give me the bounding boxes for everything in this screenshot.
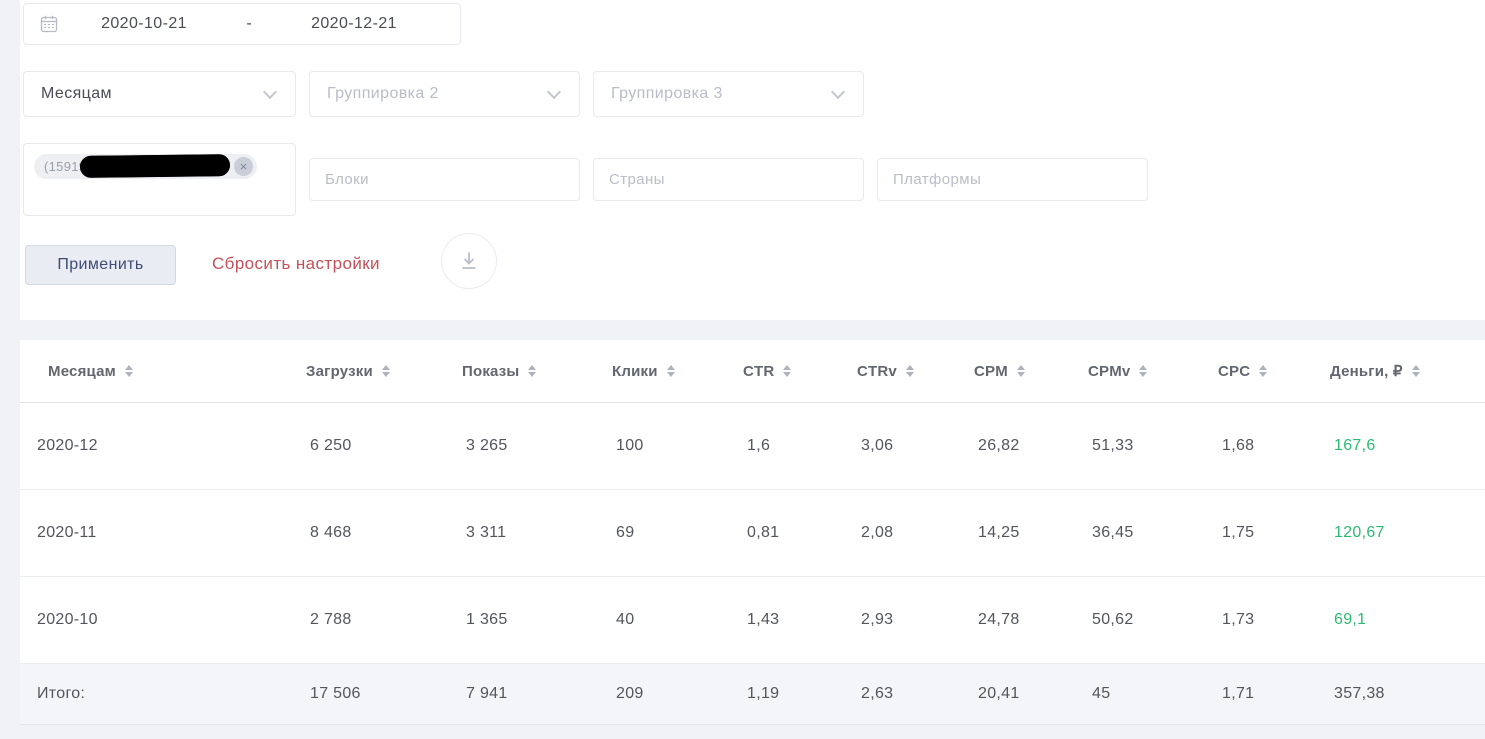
cell-cpm: 14,25 — [974, 489, 1088, 577]
sort-arrows-icon — [666, 365, 675, 377]
sort-arrows-icon — [1016, 365, 1025, 377]
cell-clicks: 40 — [612, 576, 743, 664]
cell-ctr: 1,6 — [743, 402, 857, 490]
filters-panel: 2020-10-21 - 2020-12-21 Месяцам Группиро… — [20, 0, 1485, 320]
cell-period: 2020-12 — [20, 402, 306, 490]
blocks-input[interactable] — [309, 158, 580, 201]
cell-shows: 3 311 — [462, 489, 612, 577]
tag-remove-icon[interactable]: × — [234, 157, 253, 176]
cell-ctr: 0,81 — [743, 489, 857, 577]
cell-cpc: 1,71 — [1218, 663, 1330, 725]
site-tag-label: (15919 — [44, 159, 87, 174]
column-header-period[interactable]: Месяцам — [20, 340, 306, 403]
cell-loads: 17 506 — [306, 663, 462, 725]
sort-arrows-icon — [905, 365, 914, 377]
sites-filter-input[interactable]: (15919 × — [23, 143, 296, 216]
chevron-down-icon — [262, 84, 278, 100]
sort-arrows-icon — [124, 365, 133, 377]
column-header-loads[interactable]: Загрузки — [306, 340, 462, 403]
stats-table-panel: Месяцам Загрузки Показы Клики CTR CTRv C… — [20, 340, 1485, 725]
site-tag-chip: (15919 × — [34, 154, 257, 179]
cell-ctrv: 2,93 — [857, 576, 974, 664]
sort-arrows-icon — [381, 365, 390, 377]
download-button[interactable] — [441, 233, 497, 289]
date-start-value[interactable]: 2020-10-21 — [101, 15, 187, 32]
reset-settings-link[interactable]: Сбросить настройки — [212, 254, 380, 273]
totals-row: Итого: 17 506 7 941 209 1,19 2,63 20,41 … — [20, 663, 1485, 725]
column-header-cpc[interactable]: CPC — [1218, 340, 1330, 403]
cell-ctr: 1,43 — [743, 576, 857, 664]
redaction-scribble — [79, 154, 231, 178]
cell-clicks: 69 — [612, 489, 743, 577]
chevron-down-icon — [546, 84, 562, 100]
countries-input[interactable] — [593, 158, 864, 201]
cell-cpm: 24,78 — [974, 576, 1088, 664]
cell-ctrv: 3,06 — [857, 402, 974, 490]
cell-cpmv: 36,45 — [1088, 489, 1218, 577]
cell-money: 69,1 — [1330, 576, 1485, 664]
cell-ctrv: 2,08 — [857, 489, 974, 577]
date-range-picker[interactable]: 2020-10-21 - 2020-12-21 — [23, 3, 461, 45]
cell-ctrv: 2,63 — [857, 663, 974, 725]
cell-period: 2020-11 — [20, 489, 306, 577]
cell-shows: 7 941 — [462, 663, 612, 725]
cell-cpm: 20,41 — [974, 663, 1088, 725]
cell-cpc: 1,68 — [1218, 402, 1330, 490]
stats-table: Месяцам Загрузки Показы Клики CTR CTRv C… — [20, 340, 1485, 725]
cell-cpmv: 45 — [1088, 663, 1218, 725]
cell-money: 167,6 — [1330, 402, 1485, 490]
column-header-money[interactable]: Деньги, ₽ — [1330, 340, 1485, 403]
cell-money: 120,67 — [1330, 489, 1485, 577]
grouping-3-select[interactable]: Группировка 3 — [593, 71, 864, 117]
sort-arrows-icon — [1259, 365, 1268, 377]
cell-ctr: 1,19 — [743, 663, 857, 725]
apply-button[interactable]: Применить — [25, 245, 176, 285]
table-header-row: Месяцам Загрузки Показы Клики CTR CTRv C… — [20, 340, 1485, 403]
table-row: 2020-12 6 250 3 265 100 1,6 3,06 26,82 5… — [20, 402, 1485, 490]
sort-arrows-icon — [1139, 365, 1148, 377]
cell-shows: 3 265 — [462, 402, 612, 490]
cell-cpm: 26,82 — [974, 402, 1088, 490]
cell-clicks: 100 — [612, 402, 743, 490]
cell-clicks: 209 — [612, 663, 743, 725]
sort-arrows-icon — [528, 365, 537, 377]
cell-loads: 6 250 — [306, 402, 462, 490]
grouping-1-value: Месяцам — [41, 85, 112, 102]
table-row: 2020-10 2 788 1 365 40 1,43 2,93 24,78 5… — [20, 576, 1485, 664]
grouping-1-select[interactable]: Месяцам — [23, 71, 296, 117]
sort-arrows-icon — [1411, 365, 1420, 377]
date-range-separator: - — [246, 15, 252, 32]
column-header-ctr[interactable]: CTR — [743, 340, 857, 403]
calendar-icon — [40, 15, 58, 33]
date-end-value[interactable]: 2020-12-21 — [311, 15, 397, 32]
cell-period: 2020-10 — [20, 576, 306, 664]
grouping-3-placeholder: Группировка 3 — [611, 85, 723, 102]
platforms-input[interactable] — [877, 158, 1148, 201]
cell-cpmv: 51,33 — [1088, 402, 1218, 490]
cell-money: 357,38 — [1330, 663, 1485, 725]
sort-arrows-icon — [783, 365, 792, 377]
cell-cpc: 1,73 — [1218, 576, 1330, 664]
download-icon — [462, 252, 476, 269]
column-header-ctrv[interactable]: CTRv — [857, 340, 974, 403]
cell-shows: 1 365 — [462, 576, 612, 664]
column-header-cpmv[interactable]: CPMv — [1088, 340, 1218, 403]
cell-loads: 2 788 — [306, 576, 462, 664]
totals-label: Итого: — [20, 663, 306, 725]
column-header-shows[interactable]: Показы — [462, 340, 612, 403]
column-header-cpm[interactable]: CPM — [974, 340, 1088, 403]
table-row: 2020-11 8 468 3 311 69 0,81 2,08 14,25 3… — [20, 489, 1485, 577]
grouping-2-select[interactable]: Группировка 2 — [309, 71, 580, 117]
cell-cpmv: 50,62 — [1088, 576, 1218, 664]
cell-cpc: 1,75 — [1218, 489, 1330, 577]
cell-loads: 8 468 — [306, 489, 462, 577]
chevron-down-icon — [830, 84, 846, 100]
column-header-clicks[interactable]: Клики — [612, 340, 743, 403]
grouping-2-placeholder: Группировка 2 — [327, 85, 439, 102]
